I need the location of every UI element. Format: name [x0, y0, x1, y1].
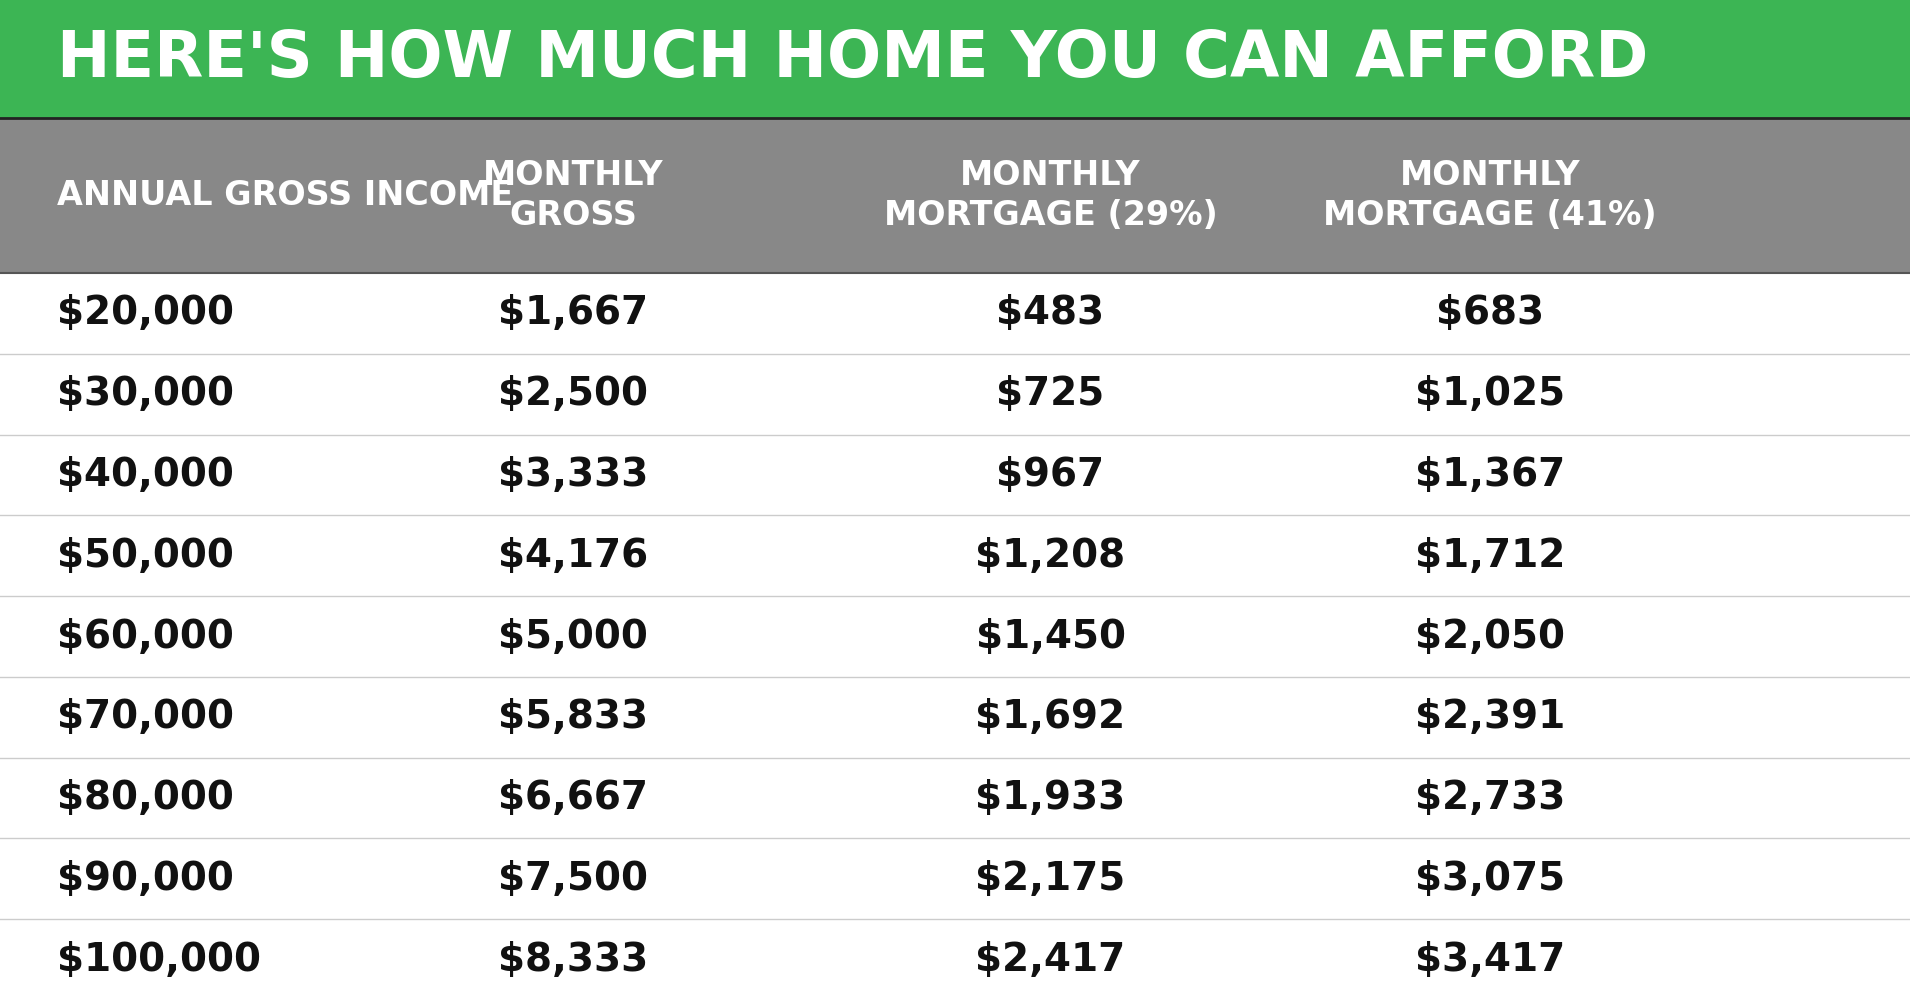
Text: $80,000: $80,000 — [57, 779, 235, 817]
Text: $2,733: $2,733 — [1415, 779, 1564, 817]
Bar — [0, 758, 1910, 838]
Text: $1,025: $1,025 — [1415, 375, 1564, 413]
Bar — [0, 118, 1910, 273]
Text: $8,333: $8,333 — [499, 941, 647, 979]
Text: $40,000: $40,000 — [57, 456, 235, 494]
Text: $6,667: $6,667 — [499, 779, 647, 817]
Text: $90,000: $90,000 — [57, 860, 235, 898]
Text: HERE'S HOW MUCH HOME YOU CAN AFFORD: HERE'S HOW MUCH HOME YOU CAN AFFORD — [57, 28, 1648, 90]
Text: $1,712: $1,712 — [1415, 537, 1564, 575]
Bar — [0, 435, 1910, 515]
Text: $1,933: $1,933 — [976, 779, 1125, 817]
Bar — [0, 677, 1910, 758]
Text: $1,667: $1,667 — [499, 294, 647, 332]
Text: $2,391: $2,391 — [1415, 698, 1564, 736]
Text: $3,075: $3,075 — [1415, 860, 1564, 898]
Text: $967: $967 — [997, 456, 1104, 494]
Text: $5,833: $5,833 — [499, 698, 647, 736]
Text: $4,176: $4,176 — [499, 537, 647, 575]
Text: $7,500: $7,500 — [499, 860, 647, 898]
Text: MONTHLY
MORTGAGE (29%): MONTHLY MORTGAGE (29%) — [884, 159, 1217, 232]
Text: $725: $725 — [997, 375, 1104, 413]
Text: $1,692: $1,692 — [976, 698, 1125, 736]
Text: $683: $683 — [1436, 294, 1543, 332]
Text: $70,000: $70,000 — [57, 698, 235, 736]
Text: $20,000: $20,000 — [57, 294, 235, 332]
Text: $2,417: $2,417 — [976, 941, 1125, 979]
Text: MONTHLY
GROSS: MONTHLY GROSS — [483, 159, 663, 232]
Bar — [0, 919, 1910, 1000]
Bar — [0, 515, 1910, 596]
Bar — [0, 0, 1910, 118]
Text: $2,050: $2,050 — [1415, 618, 1564, 656]
Text: $2,500: $2,500 — [499, 375, 647, 413]
Text: ANNUAL GROSS INCOME: ANNUAL GROSS INCOME — [57, 179, 514, 212]
Text: $2,175: $2,175 — [976, 860, 1125, 898]
Text: $60,000: $60,000 — [57, 618, 235, 656]
Text: $100,000: $100,000 — [57, 941, 262, 979]
Bar — [0, 596, 1910, 677]
Text: MONTHLY
MORTGAGE (41%): MONTHLY MORTGAGE (41%) — [1324, 159, 1656, 232]
Text: $1,450: $1,450 — [976, 618, 1125, 656]
Bar — [0, 838, 1910, 919]
Text: $50,000: $50,000 — [57, 537, 235, 575]
Text: $1,367: $1,367 — [1415, 456, 1564, 494]
Bar — [0, 273, 1910, 354]
Text: $1,208: $1,208 — [976, 537, 1125, 575]
Text: $30,000: $30,000 — [57, 375, 235, 413]
Text: $5,000: $5,000 — [499, 618, 647, 656]
Bar — [0, 354, 1910, 435]
Text: $3,333: $3,333 — [499, 456, 647, 494]
Text: $483: $483 — [997, 294, 1104, 332]
Text: $3,417: $3,417 — [1415, 941, 1564, 979]
